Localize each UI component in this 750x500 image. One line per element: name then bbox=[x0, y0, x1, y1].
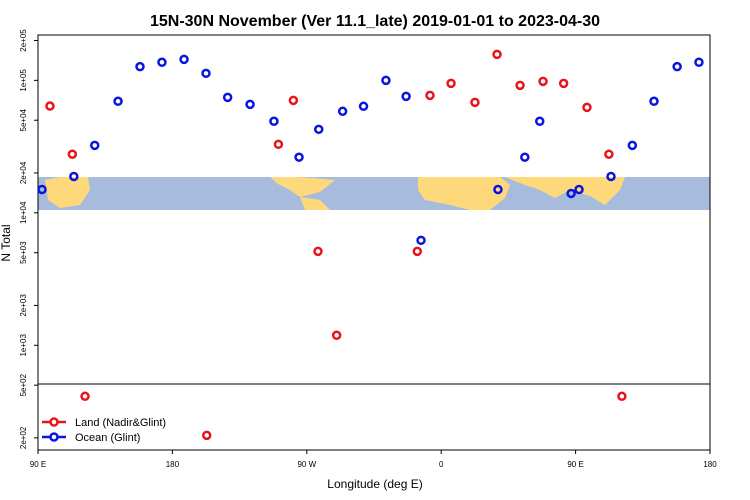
point bbox=[157, 57, 167, 67]
y-tick-label: 2e+05 bbox=[19, 29, 28, 52]
point bbox=[446, 78, 456, 89]
x-tick-label: 0 bbox=[439, 460, 444, 469]
chart-title: 15N-30N November (Ver 11.1_late) 2019-01… bbox=[150, 13, 600, 30]
point bbox=[492, 49, 502, 60]
y-tick-label: 5e+04 bbox=[19, 108, 28, 131]
land bbox=[270, 177, 335, 197]
y-tick-label: 5e+03 bbox=[19, 241, 28, 264]
point bbox=[201, 430, 212, 441]
point bbox=[67, 149, 78, 159]
point bbox=[358, 101, 369, 112]
y-tick-label: 1e+03 bbox=[19, 334, 28, 357]
y-tick-label: 1e+05 bbox=[19, 69, 28, 92]
point bbox=[412, 246, 423, 257]
point bbox=[425, 90, 435, 101]
land bbox=[418, 177, 510, 210]
point bbox=[566, 188, 576, 199]
point bbox=[294, 152, 304, 162]
point bbox=[470, 97, 480, 108]
point bbox=[201, 68, 211, 79]
point bbox=[135, 61, 145, 72]
point bbox=[313, 246, 323, 257]
point bbox=[672, 61, 682, 72]
legend-marker bbox=[49, 417, 59, 427]
point bbox=[493, 184, 503, 195]
y-tick-label: 2e+03 bbox=[19, 294, 28, 317]
point bbox=[538, 76, 548, 87]
legend-label: Land (Nadir&Glint) bbox=[75, 417, 166, 429]
y-tick-label: 2e+02 bbox=[19, 426, 28, 449]
point bbox=[627, 140, 638, 151]
point bbox=[69, 171, 79, 182]
point bbox=[313, 124, 324, 135]
point bbox=[273, 139, 284, 150]
point bbox=[582, 102, 592, 113]
legend: Land (Nadir&Glint) Ocean (Glint) bbox=[42, 417, 166, 444]
point bbox=[288, 95, 299, 106]
y-tick-label: 2e+04 bbox=[19, 161, 28, 184]
point bbox=[558, 78, 569, 89]
point bbox=[416, 235, 426, 246]
point bbox=[694, 57, 704, 67]
map-strip bbox=[38, 177, 710, 210]
land bbox=[300, 197, 330, 210]
point bbox=[574, 184, 584, 195]
point bbox=[222, 92, 233, 103]
x-tick-label: 180 bbox=[166, 460, 180, 469]
x-axis-label: Longitude (deg E) bbox=[327, 477, 422, 491]
legend-marker bbox=[49, 432, 59, 442]
point bbox=[604, 149, 614, 159]
point bbox=[337, 106, 348, 117]
x-tick-label: 90 E bbox=[567, 460, 583, 469]
point bbox=[535, 116, 545, 127]
point bbox=[179, 54, 189, 65]
point bbox=[89, 140, 100, 151]
point bbox=[649, 96, 659, 107]
point bbox=[80, 391, 90, 402]
point bbox=[515, 80, 525, 91]
point bbox=[617, 391, 627, 402]
land bbox=[505, 177, 625, 205]
point bbox=[520, 152, 530, 162]
land bbox=[45, 177, 90, 208]
point bbox=[269, 116, 279, 127]
point bbox=[37, 184, 47, 195]
plot-frame bbox=[37, 34, 711, 451]
point bbox=[45, 101, 55, 111]
x-tick-label: 90 W bbox=[297, 460, 316, 469]
x-tick-label: 90 E bbox=[30, 460, 46, 469]
point bbox=[606, 171, 616, 182]
point bbox=[331, 330, 342, 341]
point bbox=[113, 96, 123, 107]
y-tick-label: 5e+02 bbox=[19, 373, 28, 396]
x-tick-label: 180 bbox=[703, 460, 717, 469]
legend-label: Ocean (Glint) bbox=[75, 432, 140, 444]
point bbox=[381, 75, 391, 86]
y-tick-label: 1e+04 bbox=[19, 201, 28, 224]
point bbox=[401, 91, 411, 102]
y-axis-label: N Total bbox=[0, 224, 13, 261]
point bbox=[245, 99, 255, 110]
